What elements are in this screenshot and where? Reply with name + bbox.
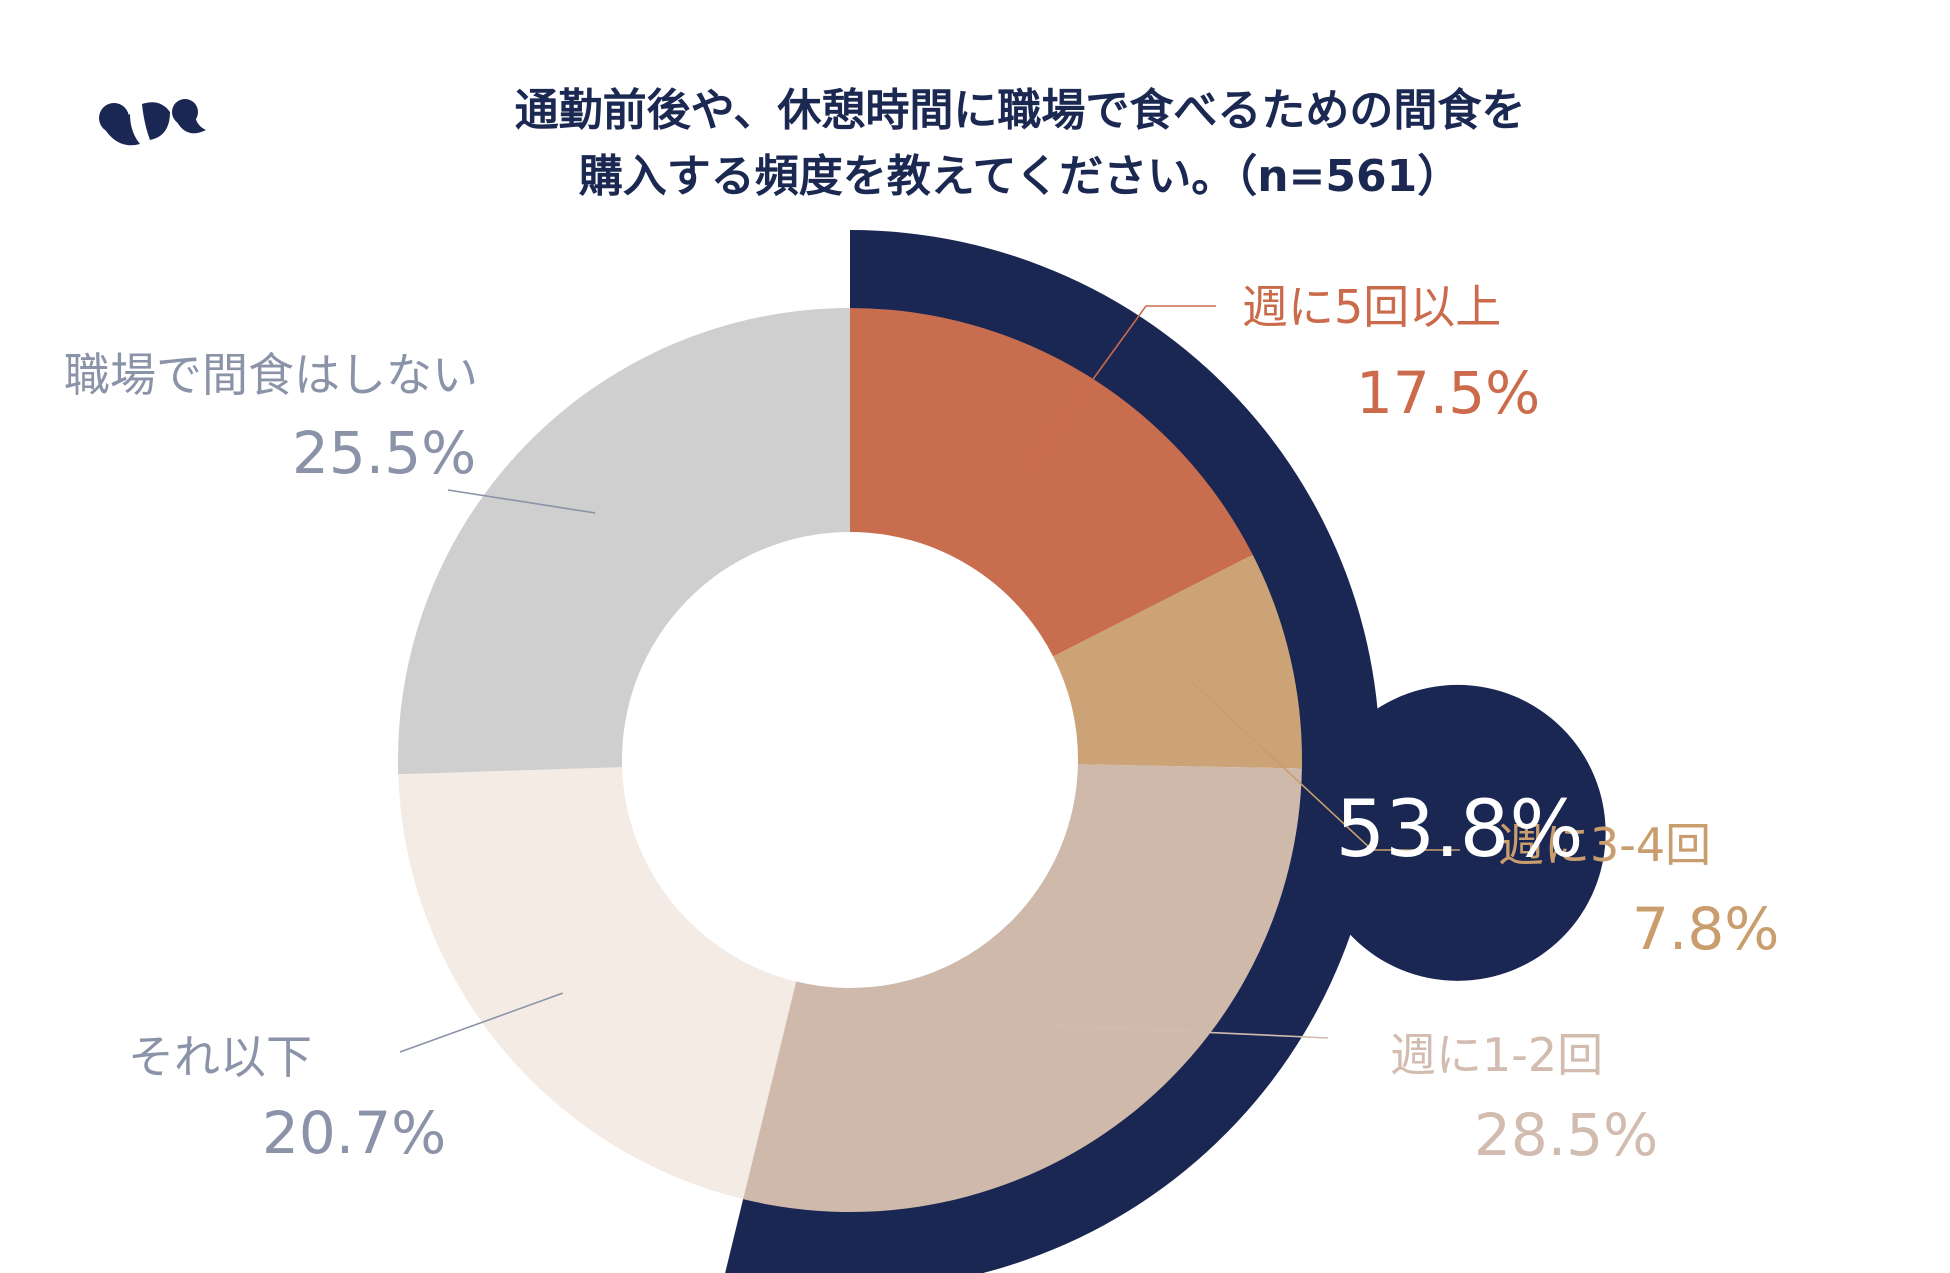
highlight-band — [725, 230, 1380, 1273]
value-5-plus-per-week: 17.5% — [1356, 359, 1541, 427]
value-no-snacking-at-work: 25.5% — [292, 419, 477, 487]
slice-1 — [1053, 554, 1302, 769]
value-1-2-per-week: 28.5% — [1474, 1101, 1659, 1169]
slice-0 — [850, 308, 1253, 657]
highlight-bubble — [1309, 684, 1606, 981]
leader-line-0 — [1029, 305, 1216, 467]
label-less-often: それ以下 — [128, 1030, 312, 1084]
label-no-snacking-at-work: 職場で間食はしない — [64, 348, 478, 402]
value-less-often: 20.7% — [262, 1099, 447, 1167]
chart-title: 通勤前後や、休憩時間に職場で食べるための間食を 購入する頻度を教えてください。（… — [420, 78, 1620, 210]
leader-line-3 — [399, 992, 563, 1053]
title-line-2: 購入する頻度を教えてください。（n=561） — [578, 151, 1462, 202]
combined-share-label: 53.8% — [1335, 784, 1584, 875]
label-5-plus-per-week: 週に5回以上 — [1242, 280, 1502, 334]
label-3-4-per-week: 週に3-4回 — [1498, 818, 1712, 872]
value-3-4-per-week: 7.8% — [1632, 895, 1780, 963]
leader-line-2 — [1054, 1024, 1329, 1039]
leader-line-1 — [1190, 680, 1460, 851]
label-1-2-per-week: 週に1-2回 — [1390, 1028, 1604, 1082]
leader-line-4 — [447, 489, 596, 514]
title-line-1: 通勤前後や、休憩時間に職場で食べるための間食を — [514, 85, 1526, 136]
slice-4 — [398, 308, 850, 775]
brand-logo-icon — [99, 99, 206, 146]
slice-2 — [743, 764, 1302, 1212]
slice-3 — [398, 767, 797, 1200]
